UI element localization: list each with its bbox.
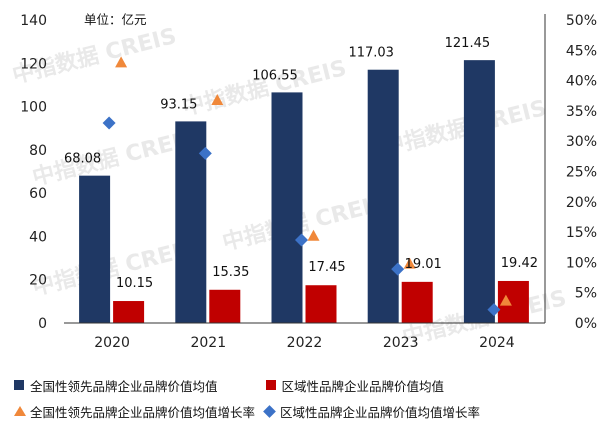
marker-national-growth [115,56,128,68]
left-axis-tick-label: 100 [20,100,47,116]
legend-item-national-growth: 全国性领先品牌企业品牌价值均值增长率 [14,402,255,421]
legend-label: 区域性品牌企业品牌价值均值 [281,378,445,394]
marker-national-growth [211,93,224,105]
left-axis: 0 20 40 60 80 100 120 140 [20,13,47,332]
bar-national-value [79,175,111,323]
left-axis-tick-label: 60 [29,186,47,202]
bars [79,60,529,324]
data-labels: 68.08 10.15 93.15 15.35 106.55 17.45 117.03 19.… [64,36,538,291]
x-axis: 2020 2021 2022 2023 2024 [64,322,545,351]
data-label-regional: 19.01 [405,257,442,272]
left-axis-tick-label: 120 [20,56,47,72]
data-label-regional: 17.45 [308,260,345,275]
bar-regional-value [305,285,337,323]
bar-national-value [367,69,399,323]
left-axis-tick-label: 20 [29,273,47,289]
right-axis-tick-label: 15% [566,225,597,241]
data-label-national: 93.15 [160,97,197,112]
chart-canvas: 0 20 40 60 80 100 120 140 0% 5% 10% 15% 20% 25% 30% 35… [20,12,597,351]
unit-label: 单位：亿元 [84,12,147,27]
legend: 全国性领先品牌企业品牌价值均值 区域性品牌企业品牌价值均值 全国性领先品牌企业品… [14,372,594,424]
right-axis-tick-label: 5% [575,286,597,302]
bar-regional-value [209,289,241,323]
data-label-regional: 15.35 [212,265,249,280]
legend-item-national-value: 全国性领先品牌企业品牌价值均值 [14,376,218,395]
bar-regional-value [401,281,433,323]
right-axis: 0% 5% 10% 15% 20% 25% 30% 35% 40% 45% 50% [544,13,597,332]
data-label-regional: 19.42 [501,256,538,271]
marker-regional-growth [295,233,308,247]
data-label-regional: 10.15 [116,276,153,291]
x-axis-tick-label: 2023 [383,335,419,351]
left-axis-tick-label: 0 [38,316,47,332]
legend-swatch-red [265,380,276,390]
marker-national-growth [403,257,416,269]
marker-national-growth [307,229,320,241]
marker-regional-growth [391,262,405,276]
data-label-national: 68.08 [64,152,101,167]
legend-label: 全国性领先品牌企业品牌价值均值 [30,378,218,394]
right-axis-tick-label: 20% [566,195,597,211]
right-axis-tick-label: 35% [566,104,597,120]
x-axis-tick-label: 2024 [479,335,515,351]
legend-swatch-navy [14,380,24,390]
bar-regional-value [113,301,145,323]
marker-regional-growth [198,146,212,160]
legend-label: 全国性领先品牌企业品牌价值均值增长率 [30,404,256,420]
left-axis-tick-label: 80 [29,143,47,159]
growth-markers [102,56,512,317]
right-axis-tick-label: 45% [566,43,597,59]
data-label-national: 106.55 [252,68,298,83]
x-axis-tick-label: 2020 [94,335,130,351]
marker-regional-growth [102,116,116,130]
data-label-national: 117.03 [348,46,394,61]
right-axis-tick-label: 0% [575,316,597,332]
legend-item-regional-growth: 区域性品牌企业品牌价值均值增长率 [263,402,480,421]
bar-national-value [463,60,495,324]
right-axis-tick-label: 30% [566,134,597,150]
left-axis-tick-label: 40 [29,229,47,245]
x-axis-tick-label: 2022 [287,335,323,351]
marker-regional-growth [487,303,501,317]
right-axis-tick-label: 40% [566,74,597,90]
right-axis-tick-label: 50% [566,13,597,29]
right-axis-tick-label: 10% [566,255,597,271]
legend-item-regional-value: 区域性品牌企业品牌价值均值 [265,376,445,395]
marker-national-growth [499,294,512,306]
legend-diamond-icon [263,404,276,418]
left-axis-tick-label: 140 [20,13,47,29]
bar-national-value [271,92,303,323]
legend-label: 区域性品牌企业品牌价值均值增长率 [280,404,481,420]
legend-triangle-icon [14,406,26,416]
right-axis-tick-label: 25% [566,165,597,181]
data-label-national: 121.45 [445,36,491,51]
x-axis-tick-label: 2021 [190,335,226,351]
